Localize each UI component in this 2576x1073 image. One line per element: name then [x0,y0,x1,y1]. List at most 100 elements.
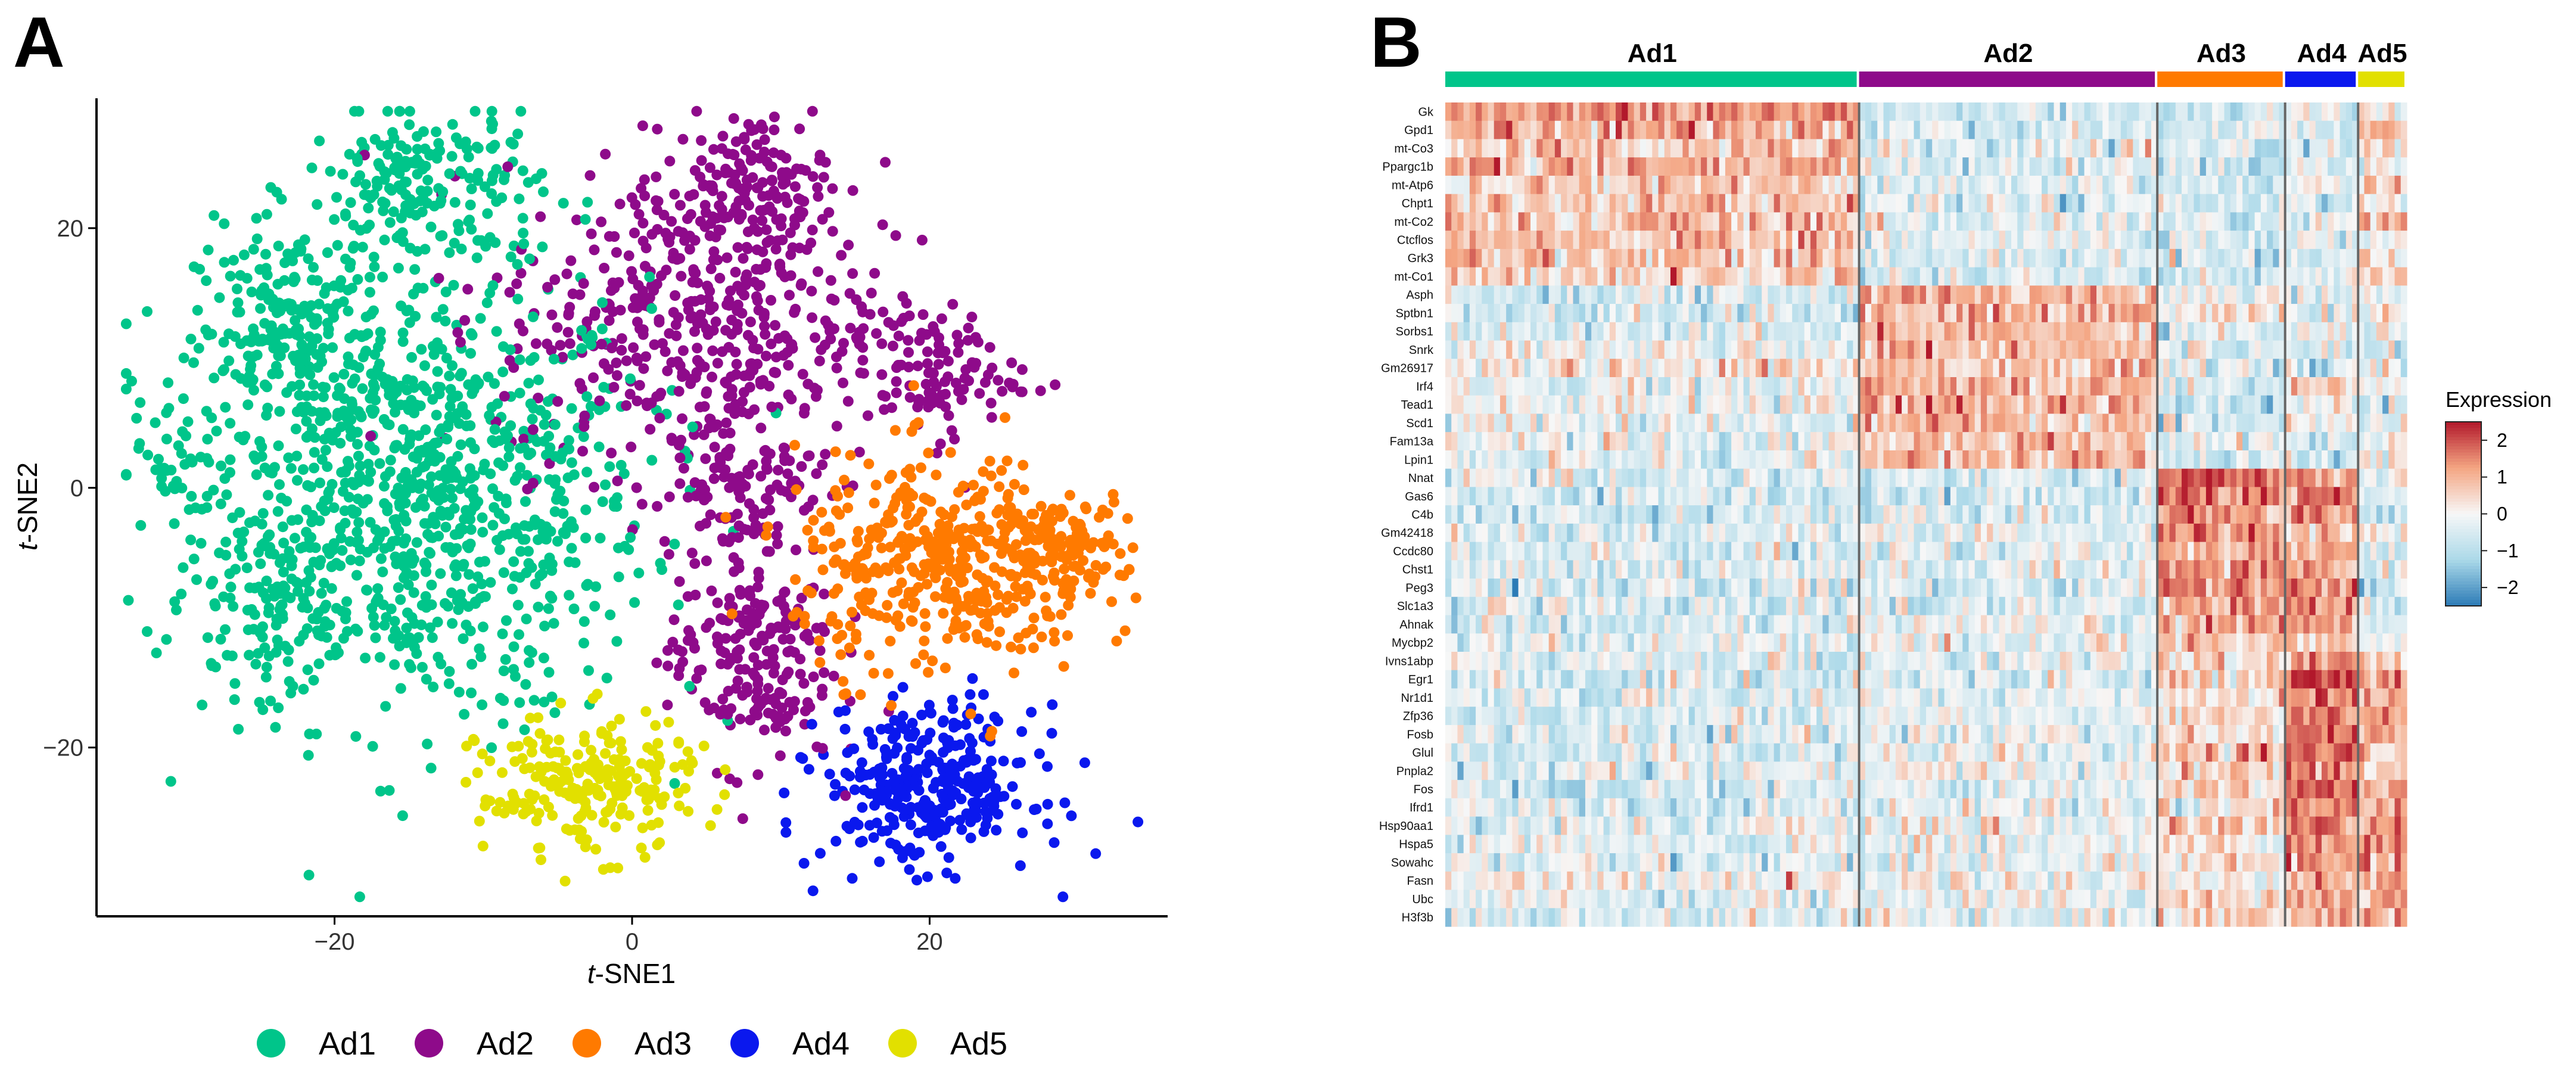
scatter-point-ad2 [603,363,614,375]
scatter-point-ad1 [360,474,372,486]
heatmap-cell [1469,120,1476,140]
scatter-point-ad3 [975,494,986,505]
scatter-point-ad2 [776,150,787,161]
scatter-point-ad1 [393,582,404,593]
scatter-point-ad2 [807,105,818,117]
heatmap-cell [2059,102,2067,122]
scatter-point-ad3 [1059,564,1070,574]
scatter-point-ad2 [814,155,825,166]
scatter-point-ad5 [539,776,550,787]
heatmap-cell [2114,120,2121,140]
scatter-point-ad1 [155,463,166,474]
heatmap-cell [1889,102,1896,122]
heatmap-cell [1902,231,1908,250]
scatter-point-ad3 [790,574,801,585]
heatmap-cell [1561,102,1567,122]
scatter-point-ad2 [691,105,702,117]
scatter-point-ad4 [955,761,966,772]
scatter-point-ad2 [752,674,764,685]
scatter-point-ad3 [1068,576,1079,586]
heatmap-cell [2029,139,2036,158]
scatter-point-ad1 [415,185,427,197]
heatmap-cell [1999,139,2006,158]
scatter-point-ad3 [1100,538,1112,549]
scatter-point-ad2 [805,237,817,248]
scatter-point-ad2 [742,682,752,693]
heatmap-cell [2035,194,2042,213]
scatter-point-ad1 [388,206,399,217]
heatmap-cell [1518,231,1525,250]
heatmap-cell [2139,175,2146,195]
scatter-point-ad1 [446,587,457,598]
heatmap-cell [1622,231,1629,250]
scatter-point-ad1 [400,204,412,216]
scatter-point-ad1 [519,724,530,735]
scatter-point-ad1 [505,344,516,355]
scatter-point-ad2 [766,623,777,634]
scatter-point-ad5 [654,793,665,804]
scatter-point-ad2 [816,690,827,701]
scatter-point-ad1 [321,282,332,293]
scatter-point-ad2 [796,278,807,290]
scatter-point-ad5 [598,864,609,875]
scatter-point-ad1 [590,581,602,592]
heatmap-cell [2267,212,2273,231]
scatter-point-ad2 [658,210,670,220]
scatter-point-ad3 [1081,503,1092,515]
scatter-point-ad1 [195,452,206,463]
scatter-point-ad2 [745,714,756,726]
heatmap-cell [2078,157,2085,176]
scatter-point-ad1 [596,324,608,335]
heatmap-cell [1779,194,1787,213]
scatter-point-ad2 [664,328,675,339]
scatter-point-ad2 [630,199,641,210]
scatter-point-ad2 [708,473,720,484]
scatter-point-ad2 [869,268,881,279]
heatmap-cell [1877,120,1884,140]
scatter-point-ad1 [322,544,333,555]
heatmap-cell [1889,194,1896,213]
scatter-point-ad1 [345,197,356,208]
heatmap-cell [1944,102,1951,122]
scatter-point-ad3 [882,600,893,611]
scatter-point-ad1 [546,691,558,702]
scatter-point-ad2 [708,325,719,336]
scatter-point-ad3 [1056,609,1067,620]
scatter-point-ad5 [474,816,485,827]
scatter-point-ad1 [397,810,408,822]
scatter-point-ad3 [881,612,892,623]
heatmap-cell [1895,194,1902,213]
heatmap-cell [2029,175,2036,195]
scatter-point-ad2 [742,524,752,536]
heatmap-cell [1895,212,1902,231]
heatmap-cell [2205,157,2213,176]
heatmap-cell [2078,175,2085,195]
heatmap-cell [1834,120,1841,140]
scatter-point-ad4 [935,841,947,852]
scatter-point-ad2 [674,452,686,464]
scatter-point-ad1 [421,674,432,685]
scatter-point-ad1 [222,649,233,661]
heatmap-cell [1968,231,1975,250]
heatmap-cell [1840,139,1847,158]
scatter-point-ad1 [293,323,304,334]
scatter-point-ad1 [425,532,437,543]
scatter-point-ad2 [808,671,819,683]
scatter-point-ad2 [687,311,698,322]
heatmap-cell [1506,102,1513,122]
heatmap-cell [2194,139,2201,158]
scatter-point-ad3 [896,577,907,589]
scatter-point-ad2 [962,335,973,346]
scatter-point-ad1 [393,630,405,641]
scatter-point-ad1 [365,517,376,528]
heatmap-cell [1919,248,1927,268]
heatmap-cell [2370,139,2377,158]
scatter-point-ad1 [215,498,226,509]
heatmap-cell [2059,175,2067,195]
heatmap-cell [2065,248,2073,268]
scatter-point-ad1 [345,257,356,269]
scatter-point-ad2 [514,318,525,329]
heatmap-cell [1646,102,1653,122]
scatter-point-ad1 [220,402,231,413]
scatter-point-ad3 [930,591,941,602]
